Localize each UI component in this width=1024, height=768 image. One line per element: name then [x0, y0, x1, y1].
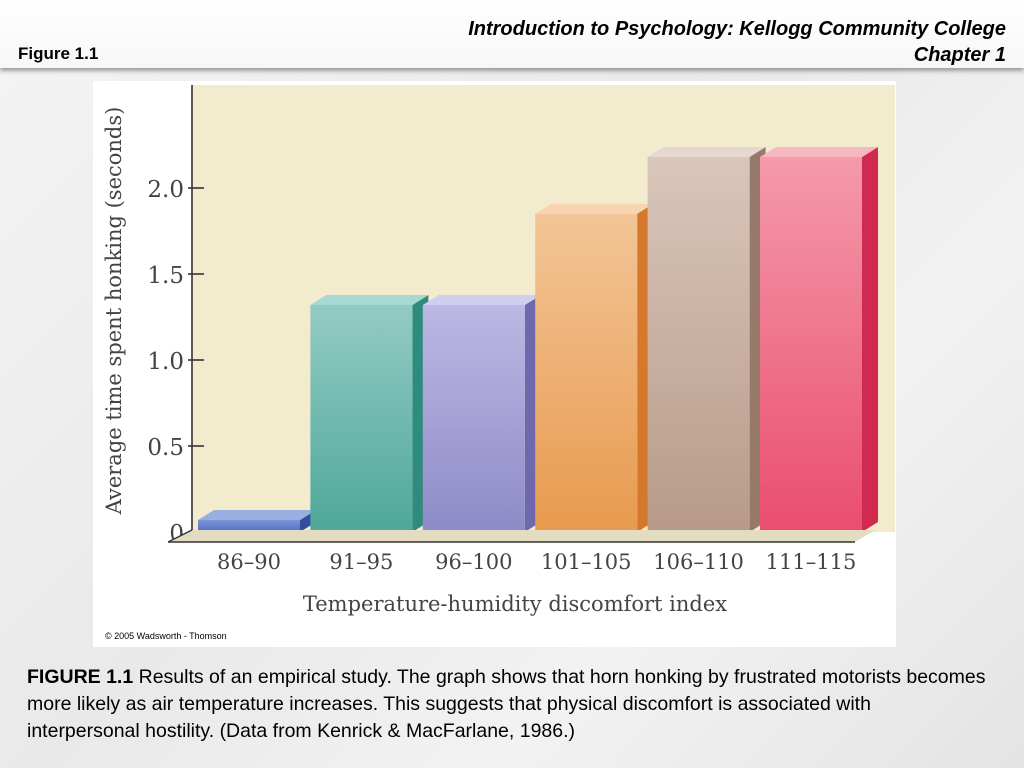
bar [198, 519, 300, 532]
bar-top-face [310, 294, 429, 305]
x-tick-label: 111–115 [766, 550, 857, 574]
bar-chart: 0 0.5 1.0 1.5 2.0 Average time spent honking … [102, 85, 895, 616]
header-chapter: Chapter 1 [913, 44, 1006, 66]
y-tick-label: 0.5 [147, 435, 184, 461]
bar [647, 157, 750, 532]
bar-side-face [862, 147, 878, 532]
bar-top-face [198, 509, 316, 520]
bar-top-face [422, 294, 541, 305]
bar [760, 157, 862, 532]
x-tick-label: 106–110 [653, 550, 744, 574]
caption-figure-number: FIGURE 1.1 [27, 666, 134, 688]
bar [310, 304, 413, 532]
x-tick-label: 101–105 [541, 550, 632, 574]
y-axis-title: Average time spent honking (seconds) [102, 107, 126, 516]
header-course-title: Introduction to Psychology: Kellogg Comm… [468, 18, 1006, 40]
bar [535, 213, 638, 533]
bar-top-face [760, 147, 878, 158]
x-tick-label: 96–100 [435, 550, 512, 574]
x-axis-title: Temperature-humidity discomfort index [303, 592, 727, 616]
caption-text: Results of an empirical study. The graph… [27, 666, 986, 742]
x-axis-edge [167, 529, 193, 543]
figure-label: Figure 1.1 [18, 44, 99, 63]
slide-header [0, 0, 1024, 68]
figure-caption: FIGURE 1.1 Results of an empirical study… [27, 664, 987, 745]
y-tick-label: 0 [169, 521, 184, 547]
x-tick-label: 91–95 [329, 550, 393, 574]
y-tick-label: 1.0 [147, 349, 184, 375]
y-tick-label: 2.0 [147, 177, 184, 203]
x-tick-label: 86–90 [217, 550, 281, 574]
bar [422, 304, 525, 532]
copyright-notice: © 2005 Wadsworth - Thomson [105, 631, 227, 641]
header-title: Introduction to Psychology: Kellogg Comm… [468, 16, 1006, 68]
y-tick-label: 1.5 [147, 263, 184, 289]
bar-top-face [647, 147, 766, 158]
bar-top-face [535, 203, 654, 214]
chart-panel: 0 0.5 1.0 1.5 2.0 Average time spent honking … [93, 81, 896, 647]
chart-floor [168, 530, 875, 542]
